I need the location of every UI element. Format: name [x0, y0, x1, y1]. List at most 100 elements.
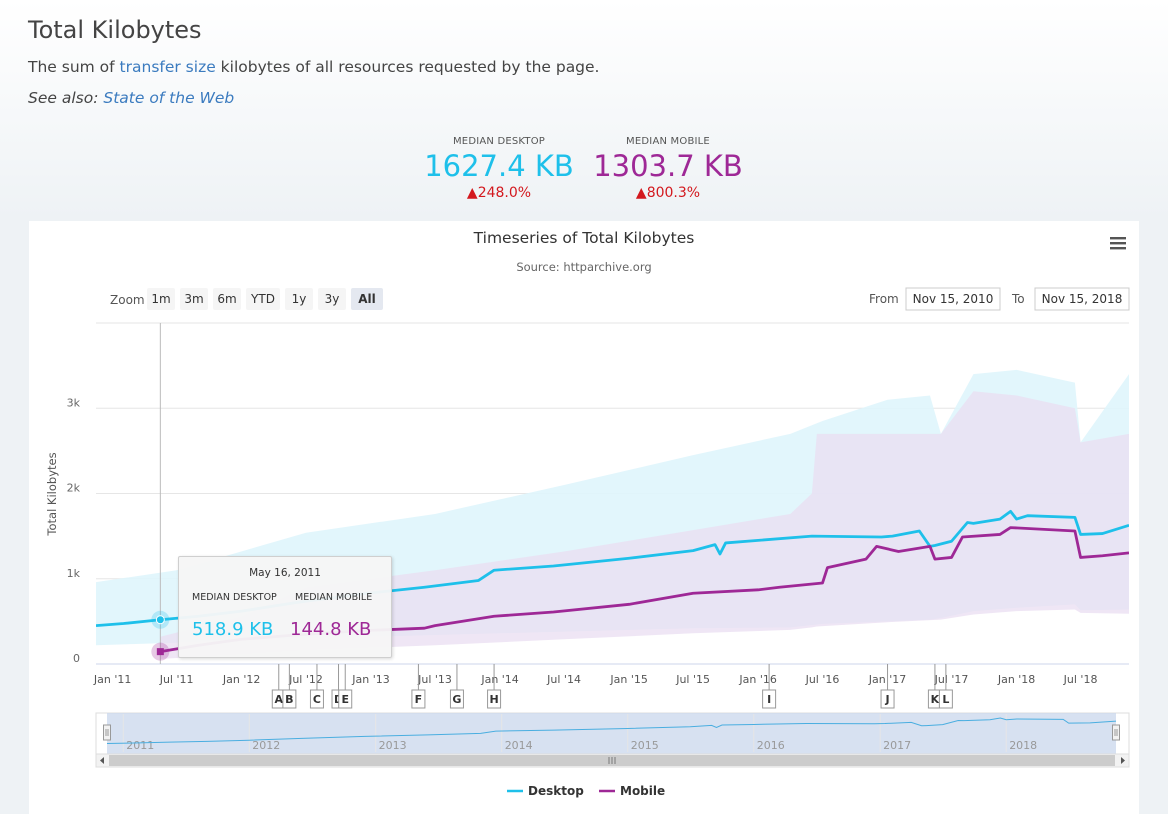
tooltip-desktop-label: MEDIAN DESKTOP: [192, 592, 277, 603]
zoom-button-3y[interactable]: 3y: [325, 292, 340, 306]
from-label: From: [869, 292, 899, 306]
annotation-flag-label[interactable]: C: [313, 693, 321, 706]
navigator-left-handle[interactable]: [103, 724, 111, 741]
x-tick-label: Jan '13: [351, 673, 389, 686]
navigator-selection[interactable]: [107, 713, 1116, 754]
x-tick-label: Jan '12: [222, 673, 260, 686]
navigator-year-label: 2016: [757, 739, 785, 752]
annotation-flag-label[interactable]: A: [275, 693, 284, 706]
x-tick-label: Jul '11: [159, 673, 194, 686]
x-tick-label: Jul '17: [934, 673, 969, 686]
y-axis-label: Total Kilobytes: [45, 452, 59, 536]
desc-text-before: The sum of: [28, 58, 120, 76]
from-date-input-box[interactable]: [905, 287, 1001, 311]
navigator-year-label: 2014: [505, 739, 533, 752]
x-tick-label: Jul '18: [1063, 673, 1098, 686]
median-desktop-value: 1627.4 KB: [424, 149, 574, 183]
zoom-button-6m-bg[interactable]: [213, 288, 241, 310]
median-mobile-value: 1303.7 KB: [593, 149, 743, 183]
zoom-button-ytd[interactable]: YTD: [250, 292, 275, 306]
annotation-flag-h[interactable]: [487, 689, 502, 709]
tooltip-date: May 16, 2011: [249, 567, 321, 579]
zoom-button-all-bg[interactable]: [351, 288, 383, 310]
zoom-button-1m-bg[interactable]: [147, 288, 175, 310]
desktop-hover-marker: [155, 615, 165, 625]
to-date-input-box[interactable]: [1034, 287, 1130, 311]
zoom-button-1y[interactable]: 1y: [292, 292, 307, 306]
tooltip-mobile-value: 144.8 KB: [290, 619, 372, 640]
page-title: Total Kilobytes: [28, 16, 202, 44]
y-tick-label: 2k: [67, 482, 81, 495]
desc-text-after: kilobytes of all resources requested by …: [215, 58, 600, 76]
annotation-flag-label[interactable]: I: [767, 693, 771, 706]
page-description: The sum of transfer size kilobytes of al…: [28, 58, 600, 76]
annotation-flag-label[interactable]: B: [285, 693, 293, 706]
annotation-flag-label[interactable]: K: [931, 693, 940, 706]
to-label: To: [1011, 292, 1025, 306]
x-tick-label: Jan '16: [738, 673, 776, 686]
annotation-flag-c[interactable]: [309, 689, 324, 709]
annotation-flag-label[interactable]: J: [884, 693, 889, 706]
zoom-button-3y-bg[interactable]: [318, 288, 346, 310]
x-tick-label: Jul '15: [675, 673, 710, 686]
annotation-flag-b[interactable]: [282, 689, 297, 709]
scroll-left-arrow-icon[interactable]: [100, 757, 104, 764]
navigator-year-label: 2012: [252, 739, 280, 752]
chart-title: Timeseries of Total Kilobytes: [473, 229, 695, 247]
mobile-range-band: [160, 391, 1129, 659]
annotation-flag-f[interactable]: [411, 689, 426, 709]
y-tick-label: 3k: [67, 396, 81, 409]
navigator-series-line: [106, 717, 1117, 744]
annotation-flag-label[interactable]: G: [452, 693, 461, 706]
tooltip-mobile-label: MEDIAN MOBILE: [295, 592, 373, 603]
mobile-hover-marker: [156, 648, 164, 656]
mobile-series-line[interactable]: [160, 526, 1129, 654]
annotation-flag-label[interactable]: L: [942, 693, 949, 706]
navigator-right-handle[interactable]: [1112, 724, 1120, 741]
zoom-button-all[interactable]: All: [358, 292, 376, 306]
to-date-input[interactable]: Nov 15, 2018: [1042, 292, 1123, 306]
navigator-year-label: 2011: [126, 739, 154, 752]
median-mobile-label: MEDIAN MOBILE: [626, 136, 710, 147]
zoom-button-1y-bg[interactable]: [285, 288, 313, 310]
x-tick-label: Jan '14: [480, 673, 518, 686]
mobile-legend-label[interactable]: Mobile: [620, 784, 665, 798]
annotation-flag-i[interactable]: [762, 689, 777, 709]
scroll-right-arrow-icon[interactable]: [1121, 757, 1125, 764]
annotation-flag-l[interactable]: [938, 689, 953, 709]
y-tick-label: 0: [73, 652, 80, 665]
transfer-size-link[interactable]: transfer size: [119, 58, 216, 76]
chart-subtitle: Source: httparchive.org: [516, 260, 651, 274]
x-tick-label: Jul '14: [546, 673, 581, 686]
annotation-flag-j[interactable]: [880, 689, 895, 709]
from-date-input[interactable]: Nov 15, 2010: [913, 292, 994, 306]
zoom-button-3m-bg[interactable]: [180, 288, 208, 310]
annotation-flag-label[interactable]: F: [415, 693, 423, 706]
see-also-label: See also:: [28, 89, 104, 107]
median-mobile-change: ▲800.3%: [635, 185, 701, 201]
median-desktop-metric: MEDIAN DESKTOP 1627.4 KB ▲248.0%: [399, 136, 599, 201]
annotation-flag-label[interactable]: H: [489, 693, 498, 706]
see-also: See also: State of the Web: [28, 89, 234, 107]
x-tick-label: Jan '18: [997, 673, 1035, 686]
zoom-label: Zoom: [110, 293, 145, 307]
x-tick-label: Jan '15: [609, 673, 647, 686]
x-tick-label: Jan '11: [93, 673, 131, 686]
zoom-button-3m[interactable]: 3m: [184, 292, 203, 306]
zoom-button-ytd-bg[interactable]: [246, 288, 280, 310]
zoom-button-6m[interactable]: 6m: [217, 292, 236, 306]
annotation-flag-g[interactable]: [449, 689, 464, 709]
x-tick-label: Jul '12: [288, 673, 323, 686]
navigator-year-label: 2018: [1009, 739, 1037, 752]
navigator-year-label: 2017: [883, 739, 911, 752]
tooltip-desktop-value: 518.9 KB: [192, 619, 274, 640]
state-of-the-web-link[interactable]: State of the Web: [103, 89, 235, 107]
hamburger-menu-icon[interactable]: [1104, 230, 1132, 256]
annotation-flag-e[interactable]: [338, 689, 353, 709]
x-tick-label: Jul '16: [805, 673, 840, 686]
hover-tooltip: May 16, 2011 MEDIAN DESKTOP MEDIAN MOBIL…: [178, 556, 392, 658]
annotation-flag-label[interactable]: E: [341, 693, 349, 706]
zoom-button-1m[interactable]: 1m: [151, 292, 170, 306]
desktop-legend-label[interactable]: Desktop: [528, 784, 584, 798]
